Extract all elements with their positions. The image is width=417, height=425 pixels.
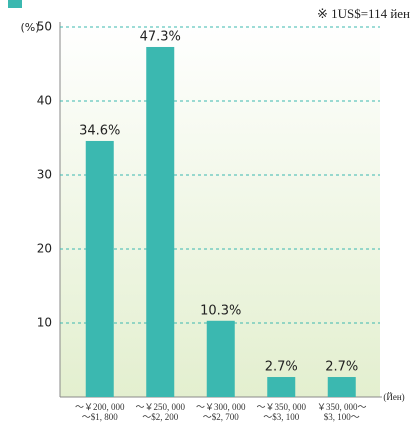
y-tick-label: 30 (37, 168, 52, 182)
y-tick-label: 50 (37, 20, 52, 34)
x-tick-label: $3, 100～ (324, 412, 360, 422)
x-tick-label: ～￥300, 000 (196, 402, 246, 412)
bar (85, 140, 114, 397)
x-tick-label: ￥350, 000～ (317, 402, 367, 412)
bar (267, 377, 296, 397)
x-tick-label: ～￥200, 000 (75, 402, 125, 412)
x-axis-label: (Йен) (383, 392, 404, 402)
y-tick-label: 40 (37, 94, 52, 108)
value-label: 2.7% (265, 360, 298, 375)
value-label: 47.3% (140, 29, 181, 44)
y-tick-label: 10 (37, 316, 52, 330)
y-axis-label: (%) (20, 21, 39, 34)
x-tick-label: ～$2, 700 (203, 412, 240, 422)
bar (327, 377, 356, 397)
value-label: 10.3% (200, 303, 241, 318)
x-tick-label: ～$3, 100 (263, 412, 300, 422)
bar (146, 46, 175, 397)
x-tick-label: ～$1, 800 (82, 412, 119, 422)
x-tick-label: ～$2, 200 (142, 412, 179, 422)
y-tick-label: 20 (37, 242, 52, 256)
x-tick-label: ～￥350, 000 (256, 402, 306, 412)
value-label: 34.6% (79, 123, 120, 138)
x-tick-label: ～￥250, 000 (135, 402, 185, 412)
bar (206, 320, 235, 397)
legend-swatch (8, 0, 22, 8)
note: ※ 1US$=114 йен (317, 6, 410, 21)
value-label: 2.7% (325, 360, 358, 375)
